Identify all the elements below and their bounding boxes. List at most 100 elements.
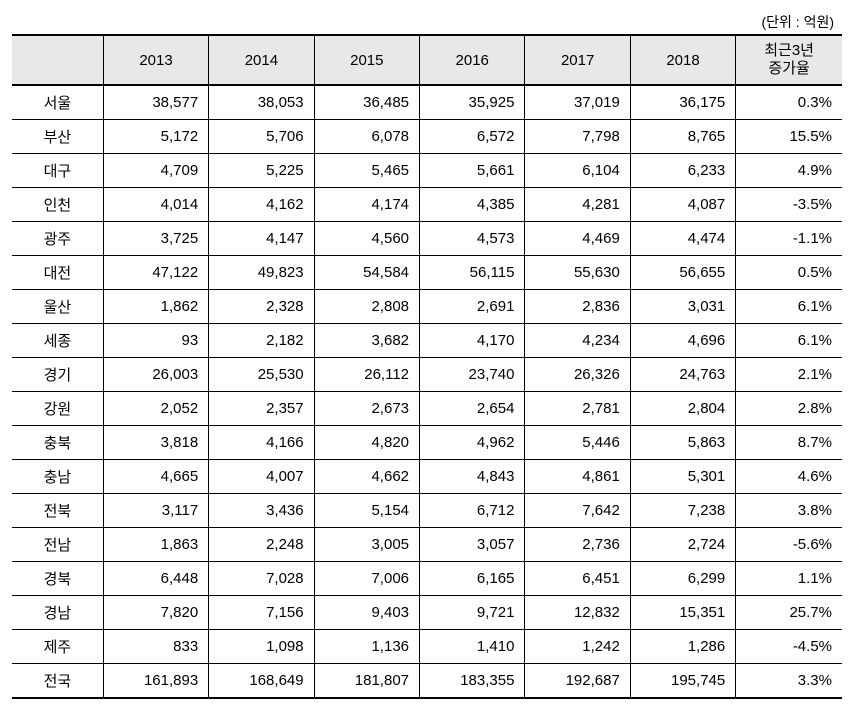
cell-2015: 9,403 (314, 596, 419, 630)
table-row: 전북3,1173,4365,1546,7127,6427,2383.8% (12, 494, 842, 528)
unit-label: (단위 : 억원) (12, 12, 842, 32)
cell-region: 충남 (12, 460, 103, 494)
cell-2018: 24,763 (630, 358, 735, 392)
cell-rate: -1.1% (736, 222, 842, 256)
cell-region: 광주 (12, 222, 103, 256)
cell-2017: 4,469 (525, 222, 630, 256)
table-row: 경기26,00325,53026,11223,74026,32624,7632.… (12, 358, 842, 392)
cell-2015: 3,682 (314, 324, 419, 358)
cell-region: 울산 (12, 290, 103, 324)
cell-2014: 49,823 (209, 256, 314, 290)
cell-rate: 2.1% (736, 358, 842, 392)
cell-2014: 2,248 (209, 528, 314, 562)
cell-2015: 6,078 (314, 120, 419, 154)
cell-rate: 8.7% (736, 426, 842, 460)
cell-2015: 4,662 (314, 460, 419, 494)
cell-2014: 2,357 (209, 392, 314, 426)
cell-2015: 5,154 (314, 494, 419, 528)
cell-2017: 7,798 (525, 120, 630, 154)
cell-2018: 6,233 (630, 154, 735, 188)
cell-2017: 2,736 (525, 528, 630, 562)
cell-2018: 2,724 (630, 528, 735, 562)
cell-2013: 38,577 (103, 85, 208, 120)
data-table: 2013 2014 2015 2016 2017 2018 최근3년증가율 서울… (12, 34, 842, 699)
cell-2017: 4,861 (525, 460, 630, 494)
cell-2018: 8,765 (630, 120, 735, 154)
table-row: 경북6,4487,0287,0066,1656,4516,2991.1% (12, 562, 842, 596)
cell-2014: 5,225 (209, 154, 314, 188)
cell-2018: 56,655 (630, 256, 735, 290)
cell-2014: 3,436 (209, 494, 314, 528)
cell-2014: 168,649 (209, 664, 314, 699)
cell-2016: 5,661 (420, 154, 525, 188)
cell-2016: 4,573 (420, 222, 525, 256)
cell-region: 세종 (12, 324, 103, 358)
cell-2016: 4,170 (420, 324, 525, 358)
cell-2014: 4,166 (209, 426, 314, 460)
cell-2013: 7,820 (103, 596, 208, 630)
cell-2016: 23,740 (420, 358, 525, 392)
cell-region: 인천 (12, 188, 103, 222)
cell-2015: 2,673 (314, 392, 419, 426)
cell-2014: 1,098 (209, 630, 314, 664)
cell-region: 대구 (12, 154, 103, 188)
cell-2016: 9,721 (420, 596, 525, 630)
col-header-2016: 2016 (420, 35, 525, 85)
cell-2013: 2,052 (103, 392, 208, 426)
cell-2018: 4,087 (630, 188, 735, 222)
cell-2013: 93 (103, 324, 208, 358)
cell-rate: 1.1% (736, 562, 842, 596)
cell-rate: -3.5% (736, 188, 842, 222)
cell-region: 전남 (12, 528, 103, 562)
table-row: 경남7,8207,1569,4039,72112,83215,35125.7% (12, 596, 842, 630)
cell-2014: 2,182 (209, 324, 314, 358)
col-header-2015: 2015 (314, 35, 419, 85)
cell-2017: 37,019 (525, 85, 630, 120)
cell-2018: 195,745 (630, 664, 735, 699)
table-row: 인천4,0144,1624,1744,3854,2814,087-3.5% (12, 188, 842, 222)
col-header-2014: 2014 (209, 35, 314, 85)
cell-2017: 7,642 (525, 494, 630, 528)
cell-2016: 4,962 (420, 426, 525, 460)
cell-2014: 7,156 (209, 596, 314, 630)
cell-2014: 4,007 (209, 460, 314, 494)
cell-region: 전국 (12, 664, 103, 699)
cell-2018: 3,031 (630, 290, 735, 324)
cell-2015: 54,584 (314, 256, 419, 290)
cell-2016: 6,165 (420, 562, 525, 596)
cell-2013: 6,448 (103, 562, 208, 596)
cell-2018: 5,863 (630, 426, 735, 460)
cell-2013: 1,863 (103, 528, 208, 562)
cell-rate: 3.8% (736, 494, 842, 528)
cell-2013: 5,172 (103, 120, 208, 154)
table-header: 2013 2014 2015 2016 2017 2018 최근3년증가율 (12, 35, 842, 85)
cell-2015: 1,136 (314, 630, 419, 664)
table-row: 대구4,7095,2255,4655,6616,1046,2334.9% (12, 154, 842, 188)
table-row: 대전47,12249,82354,58456,11555,63056,6550.… (12, 256, 842, 290)
cell-2017: 26,326 (525, 358, 630, 392)
cell-region: 제주 (12, 630, 103, 664)
cell-2015: 2,808 (314, 290, 419, 324)
cell-2015: 36,485 (314, 85, 419, 120)
cell-2014: 7,028 (209, 562, 314, 596)
cell-2013: 26,003 (103, 358, 208, 392)
table-row: 세종932,1823,6824,1704,2344,6966.1% (12, 324, 842, 358)
cell-2015: 4,560 (314, 222, 419, 256)
cell-2016: 4,843 (420, 460, 525, 494)
cell-2018: 7,238 (630, 494, 735, 528)
cell-2014: 2,328 (209, 290, 314, 324)
cell-2014: 38,053 (209, 85, 314, 120)
col-header-region (12, 35, 103, 85)
cell-2016: 1,410 (420, 630, 525, 664)
cell-2013: 3,725 (103, 222, 208, 256)
cell-2013: 833 (103, 630, 208, 664)
table-row: 광주3,7254,1474,5604,5734,4694,474-1.1% (12, 222, 842, 256)
table-row: 전국161,893168,649181,807183,355192,687195… (12, 664, 842, 699)
cell-2017: 4,234 (525, 324, 630, 358)
cell-2017: 55,630 (525, 256, 630, 290)
cell-2016: 2,691 (420, 290, 525, 324)
col-header-rate-line2: 증가율 (768, 60, 809, 77)
cell-2018: 2,804 (630, 392, 735, 426)
cell-2013: 4,665 (103, 460, 208, 494)
table-row: 충북3,8184,1664,8204,9625,4465,8638.7% (12, 426, 842, 460)
